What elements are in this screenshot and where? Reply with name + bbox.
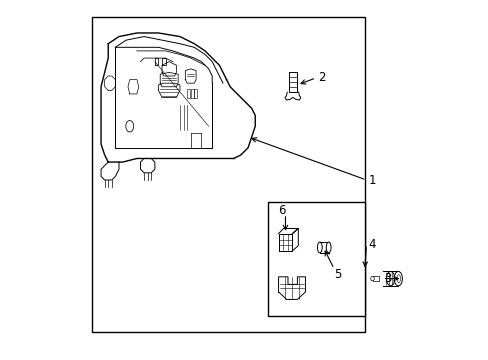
Ellipse shape (393, 271, 402, 286)
Ellipse shape (370, 276, 373, 281)
Bar (267, 202, 364, 316)
Text: 5: 5 (333, 268, 341, 281)
Bar (288, 72, 296, 92)
Text: 2: 2 (317, 71, 325, 84)
Text: 1: 1 (367, 174, 375, 186)
Bar (194, 89, 197, 98)
Ellipse shape (325, 242, 330, 253)
Bar (372, 276, 378, 281)
Bar (190, 89, 193, 98)
Bar (92, 17, 364, 332)
Text: 3: 3 (384, 272, 391, 285)
Ellipse shape (386, 271, 394, 286)
Text: 6: 6 (278, 204, 285, 217)
Bar (187, 89, 190, 98)
Text: 4: 4 (367, 238, 375, 251)
